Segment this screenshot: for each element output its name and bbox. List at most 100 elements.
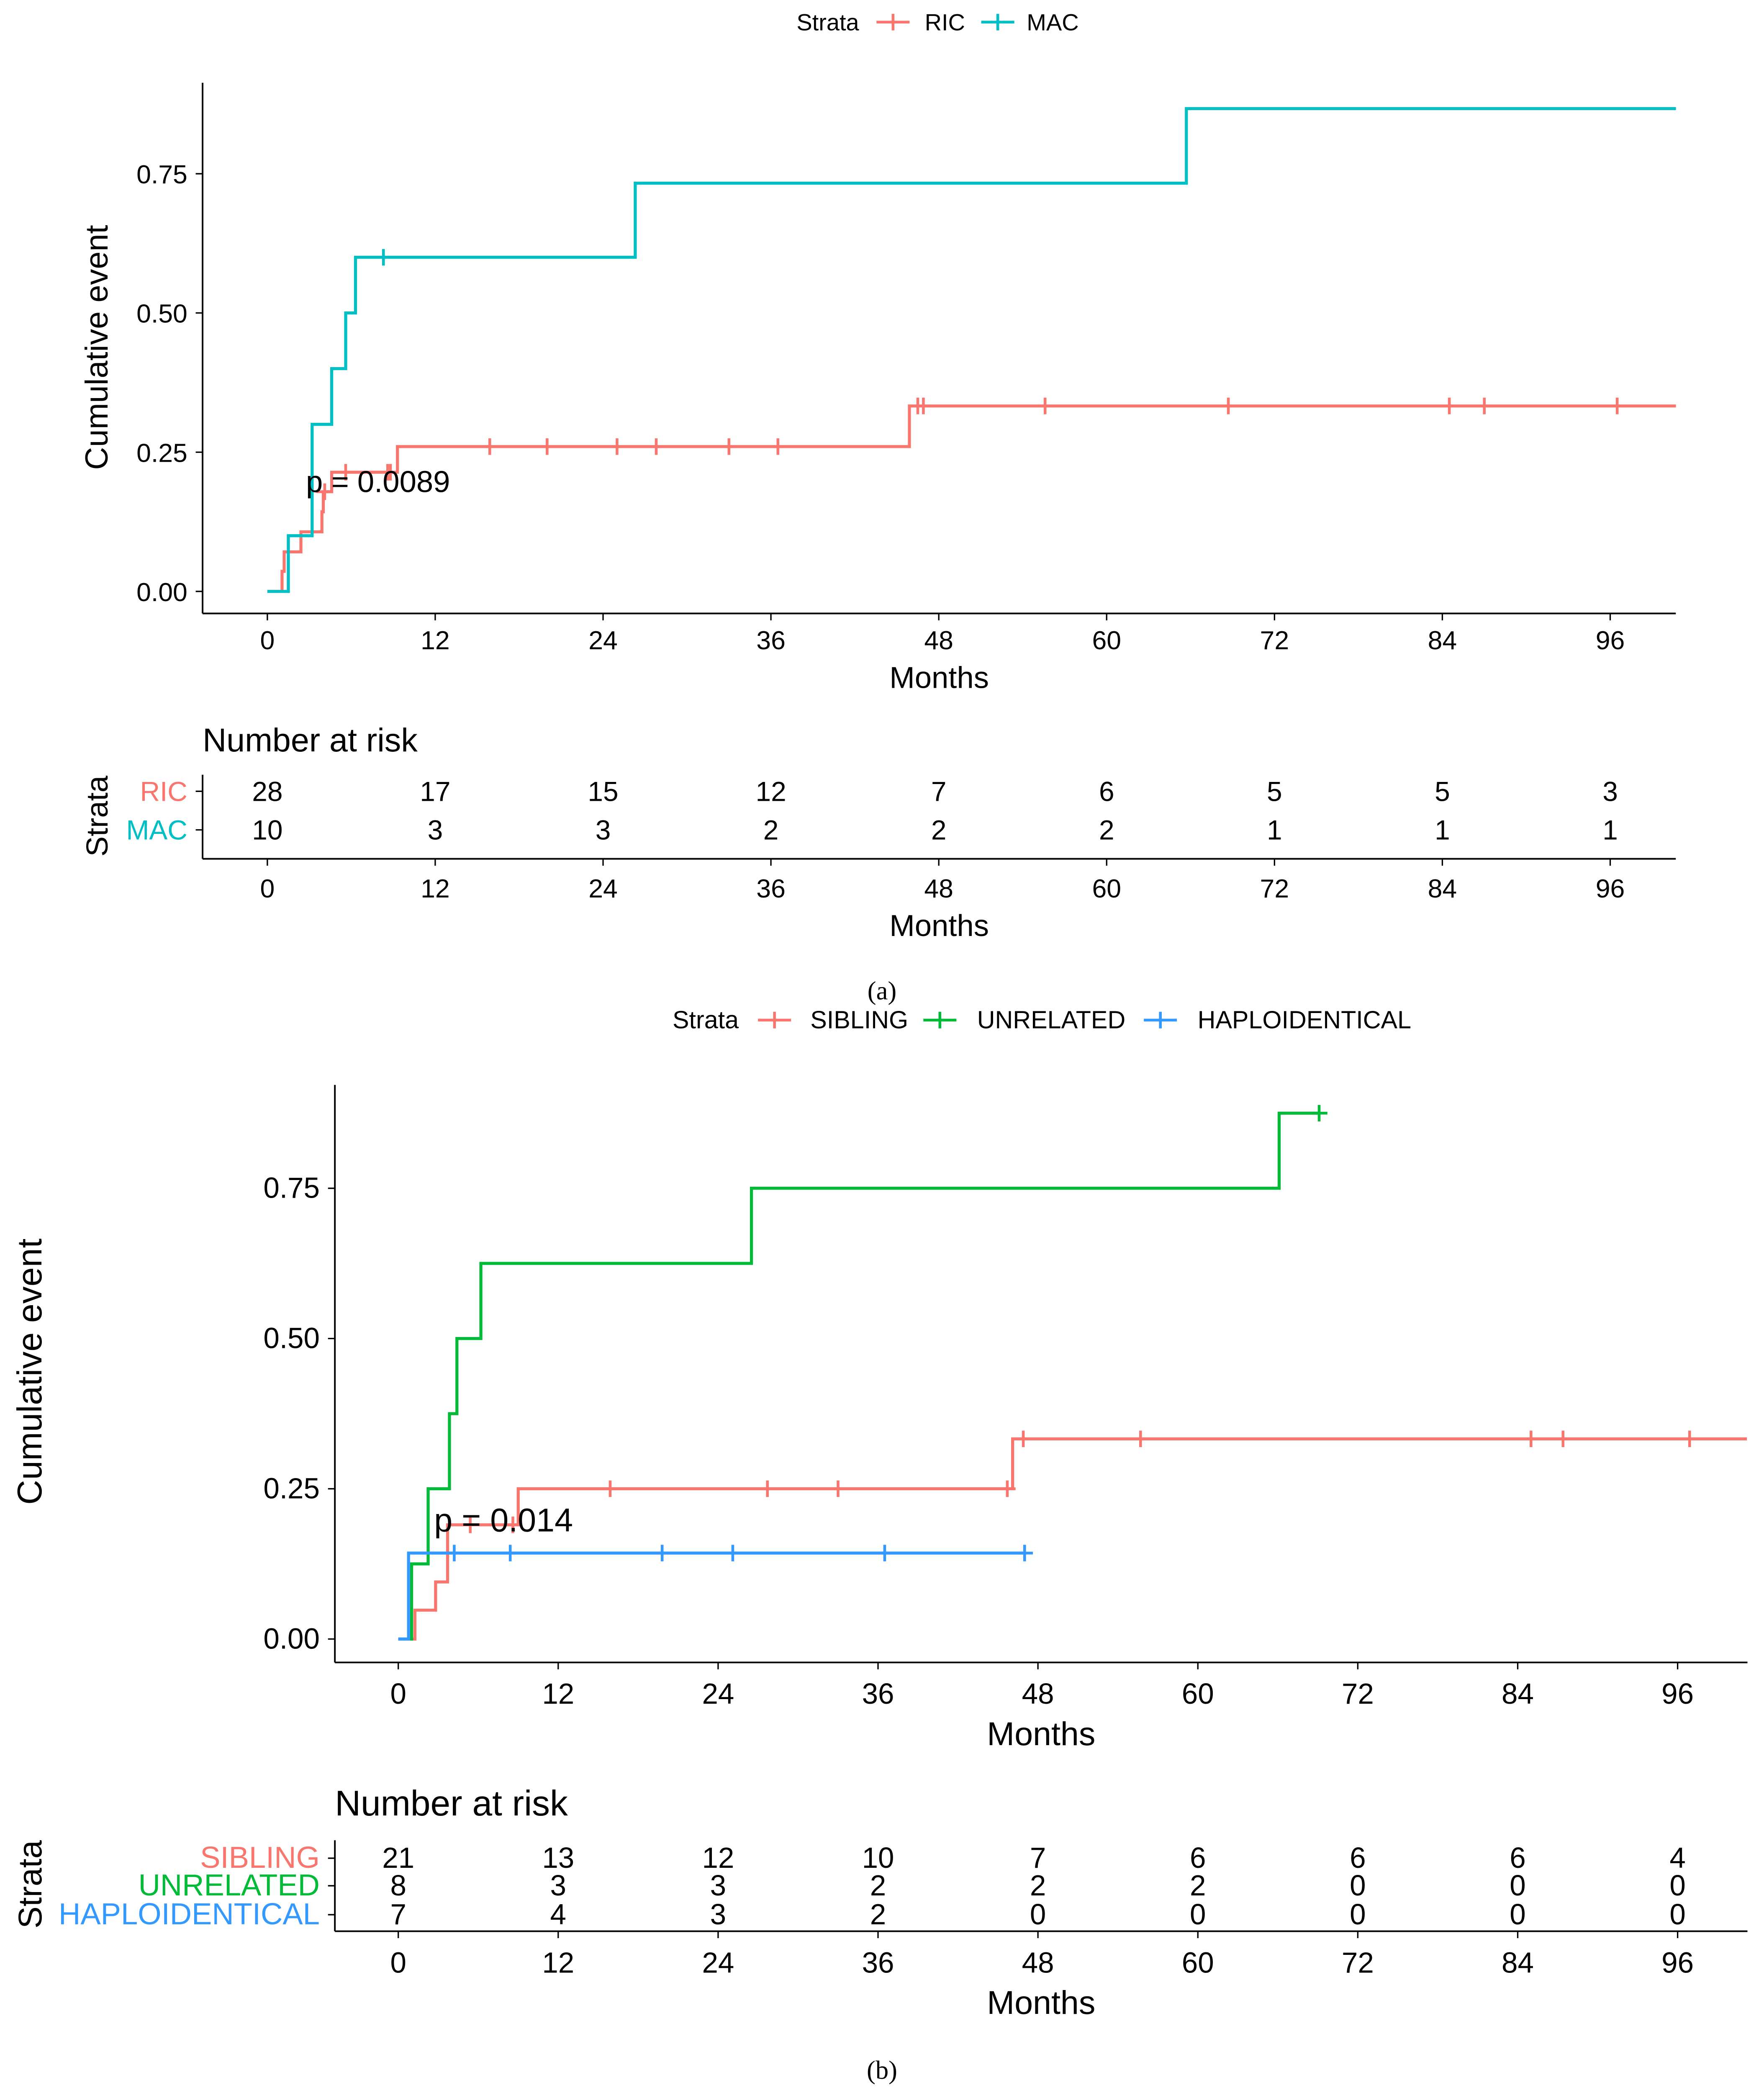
x-tick-label: 84 xyxy=(1502,1677,1534,1710)
risk-x-tick-label: 36 xyxy=(862,1946,894,1979)
legend-label: SIBLING xyxy=(810,1006,908,1034)
censor-mark xyxy=(382,464,399,481)
risk-count: 10 xyxy=(252,815,282,846)
risk-x-tick-label: 48 xyxy=(924,874,953,903)
series-sibling xyxy=(398,1430,1747,1641)
censor-mark xyxy=(1476,398,1493,414)
risk-count: 7 xyxy=(931,776,947,807)
legend-label: MAC xyxy=(1027,9,1078,36)
censor-mark xyxy=(502,1545,519,1561)
censor-mark xyxy=(1609,398,1625,414)
x-tick-label: 48 xyxy=(1022,1677,1054,1710)
risk-count: 4 xyxy=(1669,1841,1685,1874)
risk-count: 12 xyxy=(755,776,786,807)
censor-mark xyxy=(609,438,626,455)
risk-table-title: Number at risk xyxy=(335,1783,568,1823)
risk-count: 5 xyxy=(1267,776,1282,807)
risk-count: 17 xyxy=(420,776,450,807)
x-tick-label: 96 xyxy=(1661,1677,1694,1710)
risk-count: 0 xyxy=(1510,1898,1525,1931)
censor-mark xyxy=(481,438,498,455)
risk-x-tick-label: 72 xyxy=(1342,1946,1374,1979)
risk-x-tick-label: 36 xyxy=(756,874,786,903)
censor-mark xyxy=(770,438,786,455)
risk-x-tick-label: 96 xyxy=(1661,1946,1694,1979)
x-tick-label: 36 xyxy=(862,1677,894,1710)
censor-mark xyxy=(759,1480,776,1497)
censor-mark xyxy=(337,464,354,481)
risk-count: 0 xyxy=(1669,1898,1685,1931)
y-tick-label: 0.50 xyxy=(136,299,187,329)
risk-table: Number at risk SIBLING 21 13 12 10 7 6 6 6 4 UNRELA… xyxy=(11,1783,1748,2021)
censor-mark xyxy=(375,249,392,266)
risk-x-axis-title: Months xyxy=(987,1984,1095,2021)
series-mac xyxy=(267,107,1676,593)
risk-count: 13 xyxy=(542,1841,574,1874)
x-tick-label: 36 xyxy=(756,626,786,655)
risk-row-label: HAPLOIDENTICAL xyxy=(59,1897,320,1931)
risk-count: 6 xyxy=(1350,1841,1366,1874)
censor-mark xyxy=(829,1480,847,1497)
censor-mark xyxy=(1523,1430,1540,1448)
p-value: p = 0.014 xyxy=(434,1502,573,1539)
censor-mark xyxy=(1016,1545,1033,1561)
series-ric xyxy=(267,398,1676,593)
km-curve-haploidentical xyxy=(398,1551,1025,1641)
censor-mark xyxy=(721,438,737,455)
km-curve-ric xyxy=(267,404,1676,593)
risk-row-label: SIBLING xyxy=(200,1841,320,1874)
censor-mark xyxy=(462,1516,479,1533)
risk-count: 0 xyxy=(1510,1869,1525,1902)
risk-count: 15 xyxy=(588,776,618,807)
y-tick-label: 0.00 xyxy=(136,578,187,607)
risk-count: 10 xyxy=(862,1841,894,1874)
risk-count: 3 xyxy=(428,815,443,846)
x-tick-label: 60 xyxy=(1182,1677,1214,1710)
y-tick-label: 0.50 xyxy=(263,1322,320,1355)
legend: Strata SIBLING UNRELATED HAPLOIDENTICAL xyxy=(673,1006,1411,1034)
censor-mark xyxy=(602,1480,619,1497)
censor-mark xyxy=(1132,1430,1149,1448)
chart-panel-b: Strata SIBLING UNRELATED HAPLOIDENTICAL 0.00… xyxy=(10,1006,1748,2085)
km-curve-mac xyxy=(267,107,1676,593)
risk-count: 7 xyxy=(1030,1841,1046,1874)
km-curve-unrelated xyxy=(398,1111,1320,1641)
x-tick-label: 0 xyxy=(260,626,275,655)
x-tick-label: 48 xyxy=(924,626,953,655)
risk-table-title: Number at risk xyxy=(203,721,418,759)
risk-count: 6 xyxy=(1099,776,1114,807)
risk-count: 1 xyxy=(1602,815,1618,846)
risk-x-tick-label: 0 xyxy=(260,874,275,903)
risk-x-tick-label: 24 xyxy=(588,874,618,903)
risk-count: 6 xyxy=(1190,1841,1206,1874)
risk-x-tick-label: 84 xyxy=(1428,874,1457,903)
y-tick-label: 0.75 xyxy=(263,1172,320,1204)
risk-count: 2 xyxy=(870,1869,886,1902)
censor-mark xyxy=(654,1545,670,1561)
risk-count: 12 xyxy=(702,1841,734,1874)
km-curve-sibling xyxy=(398,1437,1747,1641)
risk-count: 1 xyxy=(1267,815,1282,846)
risk-count: 3 xyxy=(710,1898,726,1931)
x-tick-label: 12 xyxy=(542,1677,574,1710)
x-tick-label: 24 xyxy=(588,626,618,655)
risk-count: 1 xyxy=(1435,815,1450,846)
censor-mark xyxy=(504,1516,521,1533)
y-tick-label: 0.25 xyxy=(136,438,187,468)
risk-count: 2 xyxy=(1099,815,1114,846)
censor-mark xyxy=(539,438,556,455)
risk-count: 0 xyxy=(1030,1898,1046,1931)
y-tick-label: 0.00 xyxy=(263,1622,320,1655)
censor-mark xyxy=(1681,1430,1698,1448)
risk-x-tick-label: 96 xyxy=(1596,874,1625,903)
censor-mark xyxy=(1554,1430,1571,1448)
risk-count: 2 xyxy=(763,815,779,846)
risk-count: 2 xyxy=(1190,1869,1206,1902)
risk-row-label: RIC xyxy=(140,776,187,807)
risk-x-tick-label: 48 xyxy=(1022,1946,1054,1979)
x-tick-label: 72 xyxy=(1260,626,1289,655)
censor-mark xyxy=(1311,1105,1327,1121)
risk-x-tick-label: 72 xyxy=(1260,874,1289,903)
